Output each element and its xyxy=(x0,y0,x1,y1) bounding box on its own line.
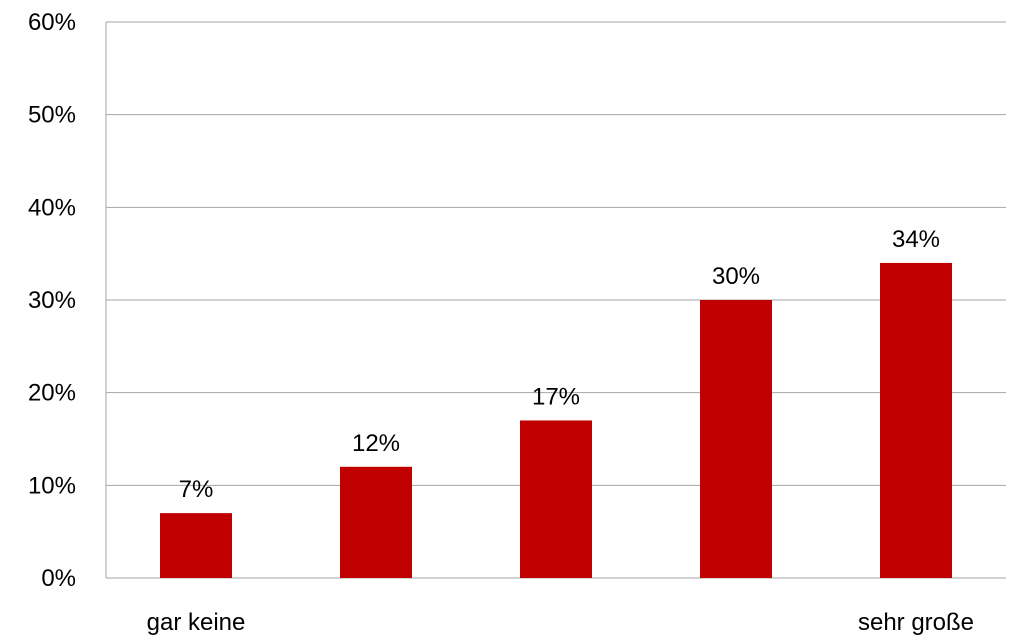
data-labels: 7% 12% 17% 30% 34% xyxy=(179,226,940,503)
category-label-5: sehr große xyxy=(858,609,974,636)
bar-1 xyxy=(160,513,232,578)
y-tick-label-40: 40% xyxy=(28,194,76,221)
category-label-1: gar keine xyxy=(147,609,246,636)
bar-3 xyxy=(520,420,592,578)
data-label-1: 7% xyxy=(179,476,214,503)
y-tick-label-60: 60% xyxy=(28,9,76,36)
bar-4 xyxy=(700,300,772,578)
bar-layer xyxy=(160,262,952,578)
y-tick-label-20: 20% xyxy=(28,380,76,407)
y-tick-label-50: 50% xyxy=(28,102,76,129)
data-label-3: 17% xyxy=(532,383,580,410)
y-tick-label-0: 0% xyxy=(41,565,76,592)
bar-5 xyxy=(880,262,952,578)
bar-2 xyxy=(340,466,412,578)
data-label-5: 34% xyxy=(892,226,940,253)
y-axis-tick-labels: 0% 10% 20% 30% 40% 50% 60% xyxy=(28,9,76,592)
y-tick-label-30: 30% xyxy=(28,287,76,314)
y-tick-label-10: 10% xyxy=(28,472,76,499)
data-label-4: 30% xyxy=(712,263,760,290)
data-label-2: 12% xyxy=(352,430,400,457)
x-axis-category-labels: gar keine sehr große xyxy=(147,609,974,636)
